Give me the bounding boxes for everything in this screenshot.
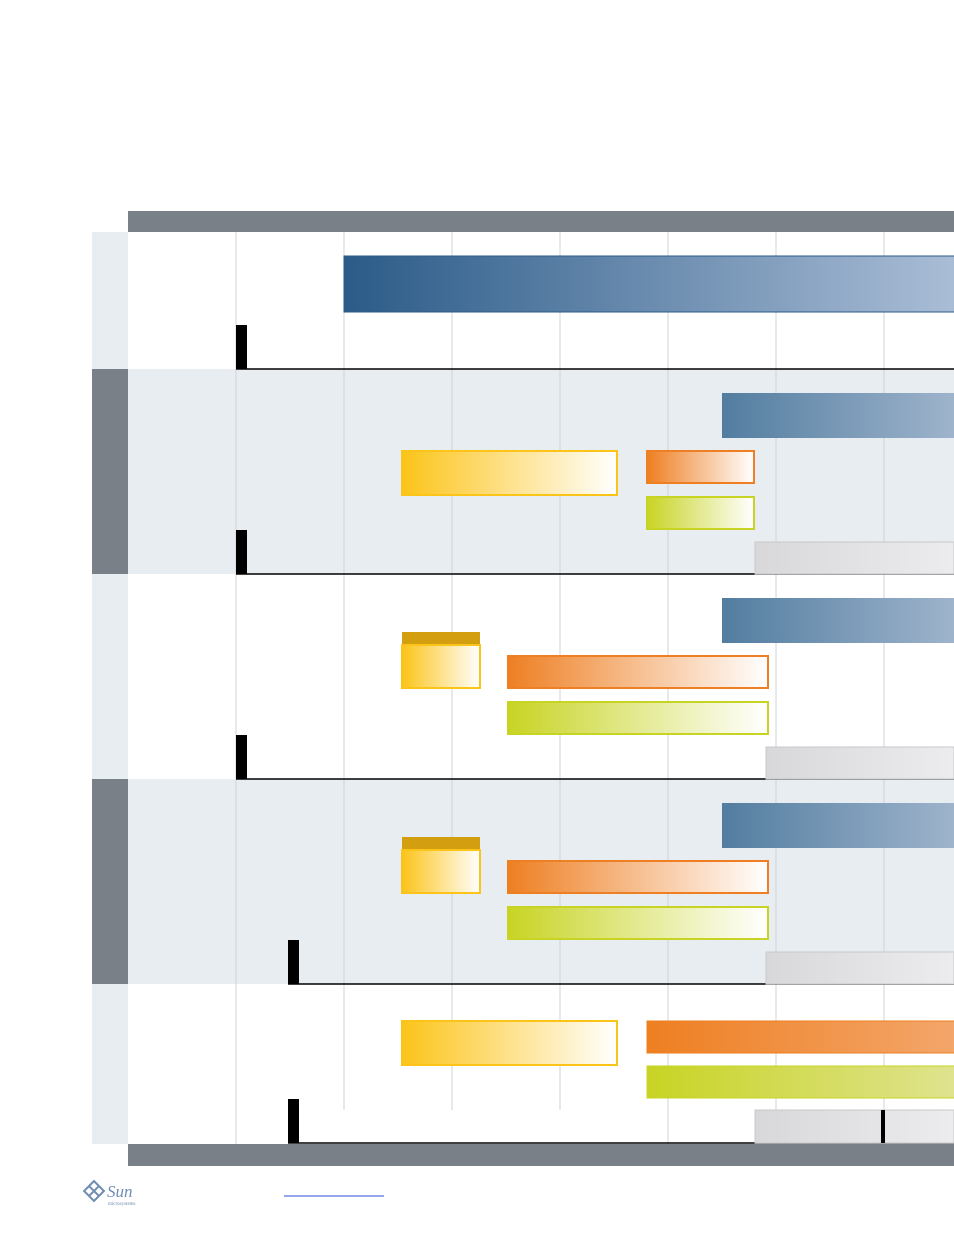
row-label-cell <box>92 369 128 574</box>
bar-green <box>646 496 755 530</box>
bar-orange <box>507 860 769 894</box>
row-label-cell <box>92 574 128 779</box>
bar-gray <box>765 951 954 985</box>
sun-logo: Sun microsystems <box>82 1179 136 1207</box>
bar-yellow <box>401 849 481 894</box>
logo-subtext: microsystems <box>108 1202 136 1207</box>
row-label-cell <box>92 779 128 984</box>
bar-green <box>507 701 769 735</box>
bar-yellow <box>401 1020 618 1066</box>
bar-yellow <box>401 450 618 496</box>
bar-yellow-cap <box>402 837 480 850</box>
bar-blue <box>722 393 954 438</box>
marker <box>288 1099 299 1143</box>
marker <box>288 940 299 984</box>
bar-green <box>646 1065 954 1099</box>
logo-text: Sun <box>107 1182 133 1201</box>
marker <box>881 1110 885 1143</box>
bar-blue <box>722 598 954 643</box>
bar-green <box>507 906 769 940</box>
marker <box>236 530 247 574</box>
header-bar <box>128 211 954 232</box>
bar-blue <box>343 255 954 313</box>
bar-yellow <box>401 644 481 689</box>
bar-orange <box>646 1020 954 1054</box>
bar-orange <box>507 655 769 689</box>
marker <box>236 735 247 779</box>
bar-gray <box>765 746 954 780</box>
footer-bar <box>128 1144 954 1166</box>
bar-orange <box>646 450 755 484</box>
row-label-cell <box>92 232 128 369</box>
row-label-cell <box>92 984 128 1144</box>
bar-blue <box>722 803 954 848</box>
bar-yellow-cap <box>402 632 480 645</box>
bar-gray <box>754 541 954 575</box>
bar-gray <box>754 1109 954 1144</box>
marker <box>236 325 247 369</box>
logo-mark <box>82 1179 106 1203</box>
